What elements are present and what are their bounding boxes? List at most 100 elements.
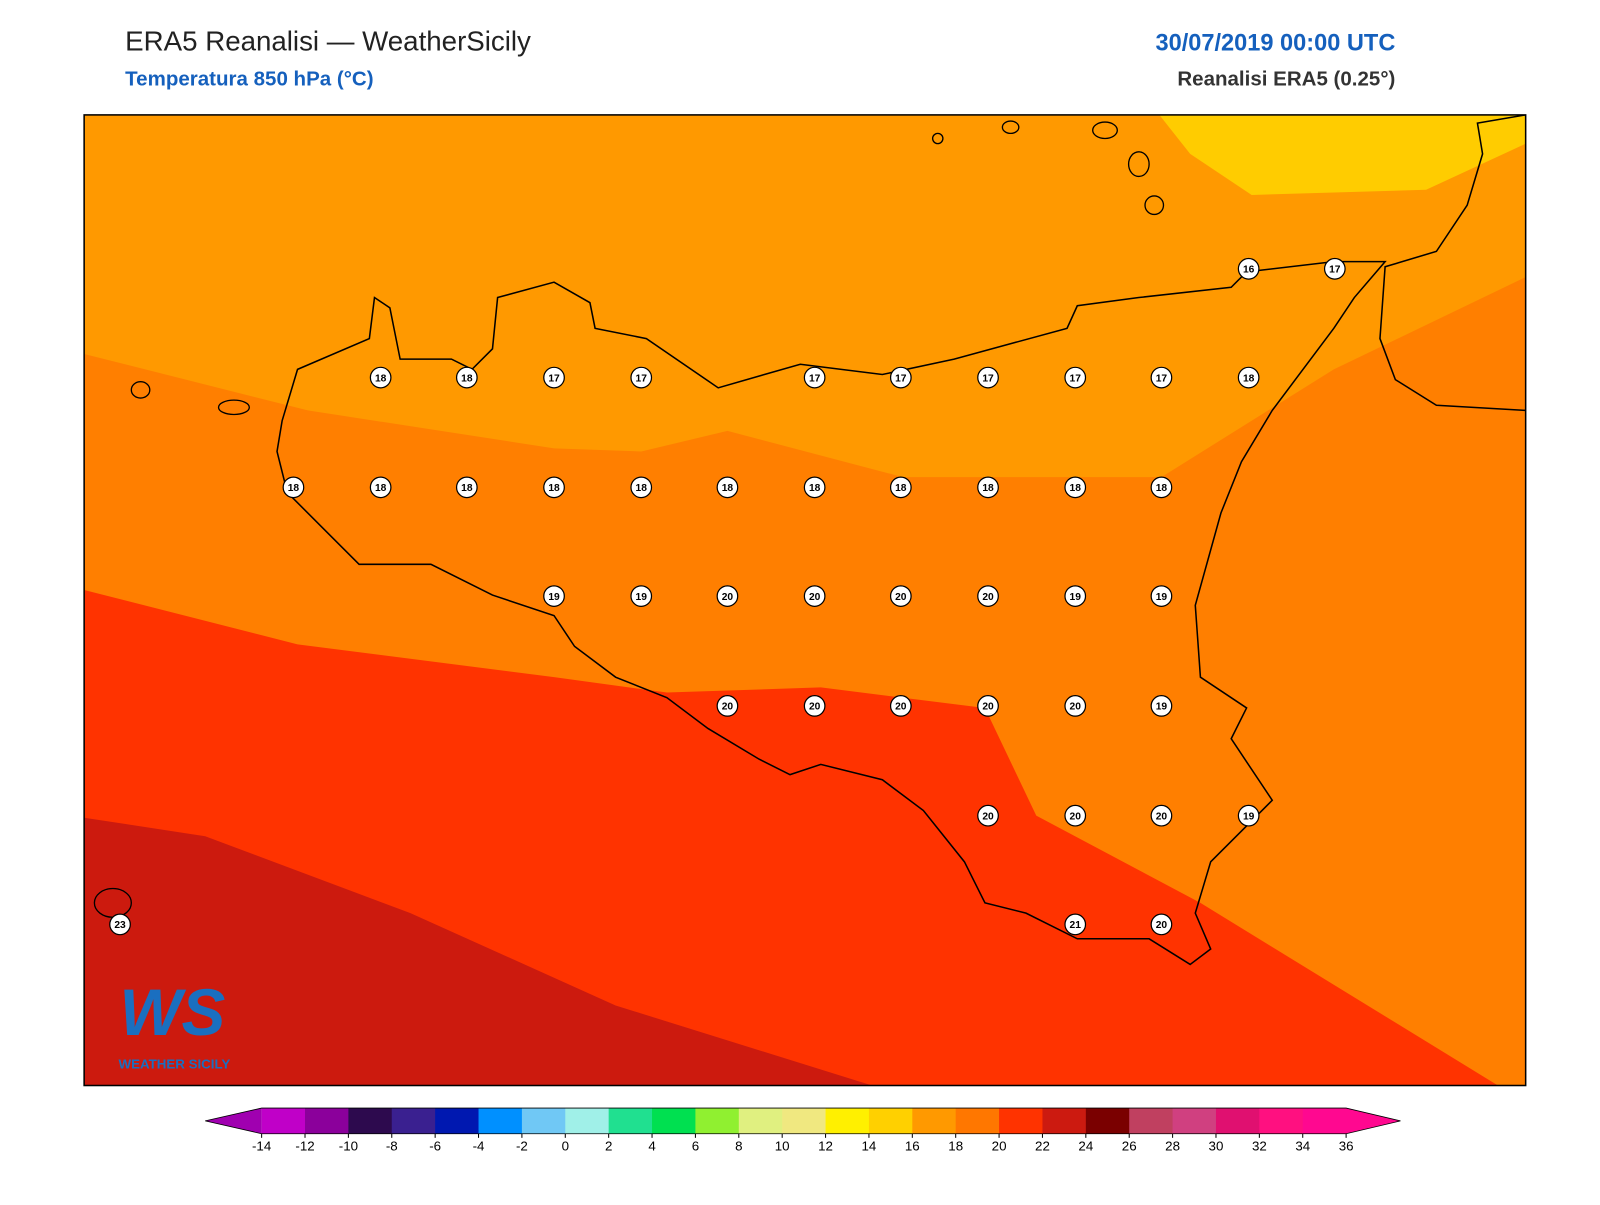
colorbar-bin — [261, 1108, 306, 1134]
colorbar-tick-label: -4 — [473, 1139, 485, 1154]
station-marker — [803, 585, 826, 607]
station-value: 18 — [1243, 373, 1255, 384]
colorbar-tick-label: 20 — [992, 1139, 1007, 1154]
colorbar-bin — [695, 1108, 740, 1134]
colorbar-under — [205, 1108, 262, 1134]
station-marker — [369, 476, 392, 499]
islands — [93, 120, 1165, 918]
colorbar-tick-label: 32 — [1252, 1139, 1267, 1154]
title: ERA5 Reanalisi — WeatherSicily — [125, 25, 531, 56]
station-marker — [803, 695, 826, 717]
map-frame — [83, 114, 1527, 1087]
station-value: 18 — [461, 373, 473, 384]
colorbar-tick-label: 0 — [562, 1139, 569, 1154]
station-marker — [803, 476, 826, 499]
colorbar-tick-label: 2 — [605, 1139, 612, 1154]
station-value: 19 — [548, 592, 560, 603]
station-marker — [1064, 366, 1087, 389]
station-marker — [1064, 476, 1087, 499]
colorbar-tick-label: -12 — [295, 1139, 314, 1154]
colorbar-bin — [1172, 1108, 1217, 1134]
station-marker — [977, 585, 999, 607]
colorbar-bin — [1042, 1108, 1087, 1134]
station-value: 18 — [1156, 483, 1168, 494]
colorbar-bin — [435, 1108, 480, 1134]
station-marker — [977, 476, 999, 499]
station-marker — [630, 585, 653, 607]
station-marker — [455, 476, 478, 499]
colorbar-tick-label: -6 — [429, 1139, 441, 1154]
station-marker — [543, 476, 565, 499]
station-value: 17 — [895, 373, 907, 384]
colorbar-bin — [738, 1108, 783, 1134]
colorbar-bin — [1085, 1108, 1130, 1134]
station-value: 18 — [461, 483, 473, 494]
band-14-16 — [974, 114, 1526, 195]
colorbar-tick-label: 36 — [1339, 1139, 1354, 1154]
station-value: 17 — [636, 373, 648, 384]
station-value: 18 — [895, 483, 907, 494]
station-value: 20 — [722, 592, 734, 603]
colorbar-bin — [348, 1108, 393, 1134]
station-marker — [630, 366, 653, 389]
station-value: 18 — [722, 483, 734, 494]
station-value: 18 — [375, 373, 387, 384]
station-marker — [1064, 913, 1087, 936]
station-marker — [369, 366, 392, 389]
station-marker — [543, 366, 565, 389]
colorbar-tick-label: 28 — [1165, 1139, 1180, 1154]
station-marker — [543, 585, 565, 607]
station-value: 18 — [548, 483, 560, 494]
colorbar-tick-label: -8 — [386, 1139, 398, 1154]
colorbar-tick-label: 30 — [1209, 1139, 1224, 1154]
colorbar-tick-label: 24 — [1078, 1139, 1093, 1154]
station-value: 18 — [288, 483, 300, 494]
colorbar-bin — [868, 1108, 913, 1134]
station-value: 23 — [114, 920, 126, 931]
station-marker — [977, 695, 999, 717]
station-value: 18 — [375, 483, 387, 494]
station-value: 18 — [982, 483, 994, 494]
station-value: 17 — [548, 373, 560, 384]
coastline — [276, 260, 1387, 966]
colorbar-bin — [1259, 1108, 1304, 1134]
colorbar-bin — [912, 1108, 957, 1134]
colorbar-bin — [521, 1108, 566, 1134]
subtitle: Temperatura 850 hPa (°C) — [125, 67, 373, 90]
station-marker — [630, 476, 653, 499]
colorbar-tick-label: 14 — [862, 1139, 877, 1154]
colorbar-tick-label: -10 — [339, 1139, 358, 1154]
station-value: 19 — [1243, 811, 1255, 822]
colorbar-bin — [305, 1108, 349, 1134]
colorbar-bin — [955, 1108, 1000, 1134]
station-marker — [889, 695, 912, 717]
station-value: 20 — [982, 592, 994, 603]
station-value: 20 — [1156, 920, 1168, 931]
station-marker — [716, 585, 739, 607]
station-marker — [1150, 476, 1173, 499]
station-value: 18 — [809, 483, 821, 494]
colorbar-tick-label: 16 — [905, 1139, 920, 1154]
source: Reanalisi ERA5 (0.25°) — [1177, 67, 1395, 90]
colorbar-bin — [999, 1108, 1043, 1134]
colorbar-tick-label: 6 — [692, 1139, 699, 1154]
colorbar-bin — [782, 1108, 827, 1134]
station-value: 17 — [1070, 373, 1082, 384]
station-marker — [977, 366, 999, 389]
station-value: 20 — [809, 702, 821, 713]
station-marker — [1237, 804, 1260, 827]
colorbar-tick-label: 12 — [818, 1139, 833, 1154]
station-marker — [889, 585, 912, 607]
colorbar-tick-label: 8 — [735, 1139, 742, 1154]
station-value: 20 — [982, 811, 994, 822]
station-value: 20 — [1070, 702, 1082, 713]
station-value: 20 — [895, 592, 907, 603]
station-marker — [889, 366, 912, 389]
station-value: 20 — [895, 702, 907, 713]
station-marker — [1150, 585, 1173, 607]
station-marker — [1064, 695, 1087, 717]
station-marker — [1237, 257, 1260, 280]
colorbar-bin — [478, 1108, 523, 1134]
station-value: 18 — [1070, 483, 1082, 494]
station-marker — [1150, 804, 1173, 827]
